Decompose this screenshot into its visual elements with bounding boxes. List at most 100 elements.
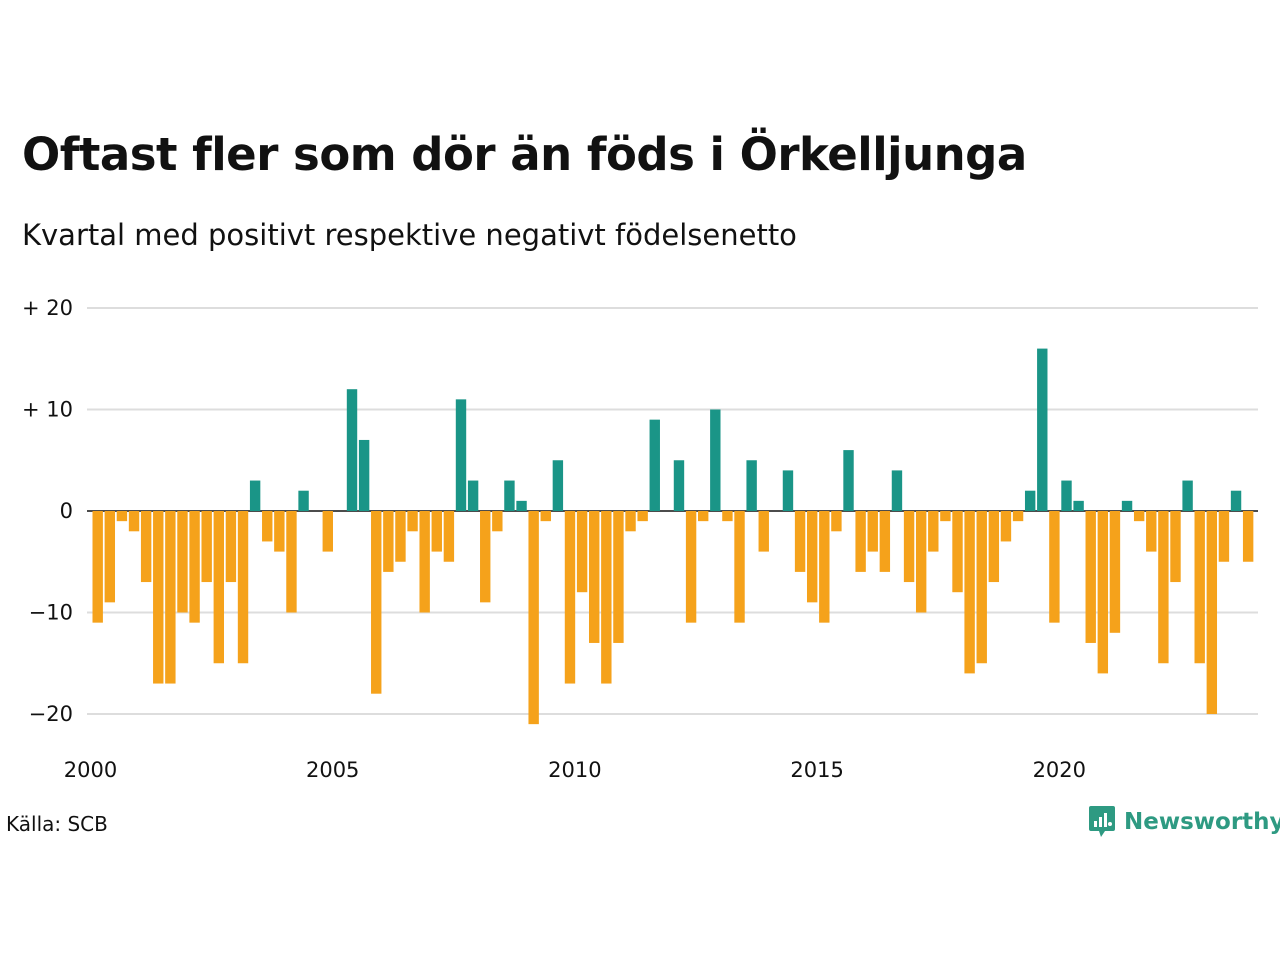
bar — [237, 511, 249, 664]
bar — [249, 480, 261, 511]
bar — [976, 511, 987, 664]
bar — [613, 511, 624, 643]
bar — [625, 511, 636, 532]
bar — [1109, 511, 1121, 633]
bar — [128, 511, 140, 532]
chart-subtitle: Kvartal med positivt respektive negativt… — [22, 218, 797, 252]
x-tick-label: 2000 — [64, 758, 117, 782]
bar — [467, 480, 479, 511]
source-note: Källa: SCB — [6, 812, 108, 836]
bar — [649, 419, 660, 511]
bar — [940, 511, 951, 522]
bar — [1049, 511, 1060, 623]
bar — [201, 511, 212, 583]
y-tick-label: + 20 — [22, 296, 73, 320]
bar — [855, 511, 866, 572]
newsworthy-logo-icon — [1089, 806, 1115, 837]
bar — [879, 511, 891, 572]
bar — [1097, 511, 1109, 674]
bar — [758, 511, 769, 552]
bar — [274, 511, 285, 552]
bar — [492, 511, 503, 532]
bar — [419, 511, 430, 613]
bar — [407, 511, 418, 532]
bar — [1000, 511, 1012, 542]
bar — [831, 511, 842, 532]
bar — [782, 470, 794, 511]
bar — [891, 470, 903, 511]
bar — [806, 511, 818, 603]
bar — [685, 511, 697, 623]
bar — [1037, 348, 1048, 511]
bar — [528, 511, 539, 725]
bar — [322, 511, 333, 552]
x-tick-label: 2020 — [1033, 758, 1086, 782]
x-axis-tick-labels: 2000 2005 2010 2015 2020 — [64, 758, 1086, 782]
y-tick-label: + 10 — [22, 398, 73, 422]
bar — [601, 511, 612, 684]
bar — [504, 480, 515, 511]
brand-name: Newsworthy — [1124, 809, 1280, 835]
bar — [1182, 480, 1193, 511]
x-tick-label: 2005 — [306, 758, 359, 782]
bar — [1133, 511, 1145, 522]
bar — [104, 511, 116, 603]
bar — [480, 511, 491, 603]
bar — [1206, 511, 1218, 714]
bar — [867, 511, 878, 552]
bar — [455, 399, 467, 511]
bar — [298, 490, 309, 511]
bar — [213, 511, 224, 664]
bar — [165, 511, 176, 684]
bar — [1230, 490, 1242, 511]
bar — [431, 511, 442, 552]
bar — [189, 511, 200, 623]
bar — [1012, 511, 1024, 522]
bar — [673, 460, 685, 511]
bar — [1024, 490, 1036, 511]
bar — [794, 511, 806, 572]
bar — [116, 511, 128, 522]
bar — [177, 511, 188, 613]
bar — [819, 511, 830, 623]
bar — [1085, 511, 1096, 643]
bar — [395, 511, 406, 562]
bar — [903, 511, 915, 583]
bar — [589, 511, 600, 643]
bar — [371, 511, 382, 694]
bar — [843, 450, 854, 511]
bar — [1061, 480, 1072, 511]
bar — [952, 511, 963, 593]
bar — [552, 460, 564, 511]
bar — [383, 511, 394, 572]
y-axis-tick-labels: + 20 + 10 0 −10 −20 — [22, 296, 73, 726]
bar — [140, 511, 152, 583]
bars — [92, 348, 1254, 725]
chart-title: Oftast fler som dör än föds i Örkelljung… — [22, 128, 1027, 181]
bar — [964, 511, 975, 674]
bar — [346, 389, 358, 511]
bar — [1242, 511, 1254, 562]
bar — [1121, 500, 1133, 511]
bar — [1073, 500, 1084, 511]
bar — [1170, 511, 1181, 583]
bar — [564, 511, 576, 684]
bar — [576, 511, 588, 593]
bar — [225, 511, 237, 583]
bar — [928, 511, 939, 552]
bar — [286, 511, 297, 613]
bar — [746, 460, 757, 511]
bar — [262, 511, 273, 542]
y-tick-label: −10 — [29, 601, 73, 625]
bar — [443, 511, 455, 562]
bar — [710, 409, 721, 511]
bar — [637, 511, 648, 522]
brand-logo: Newsworthy — [1088, 804, 1280, 840]
bar — [722, 511, 733, 522]
bar-chart: + 20 + 10 0 −10 −20 2000 2005 2010 2015 2020 — [22, 296, 1258, 782]
bar — [153, 511, 164, 684]
bar — [734, 511, 745, 623]
bar — [92, 511, 103, 623]
x-tick-label: 2015 — [790, 758, 843, 782]
bar — [1146, 511, 1157, 552]
